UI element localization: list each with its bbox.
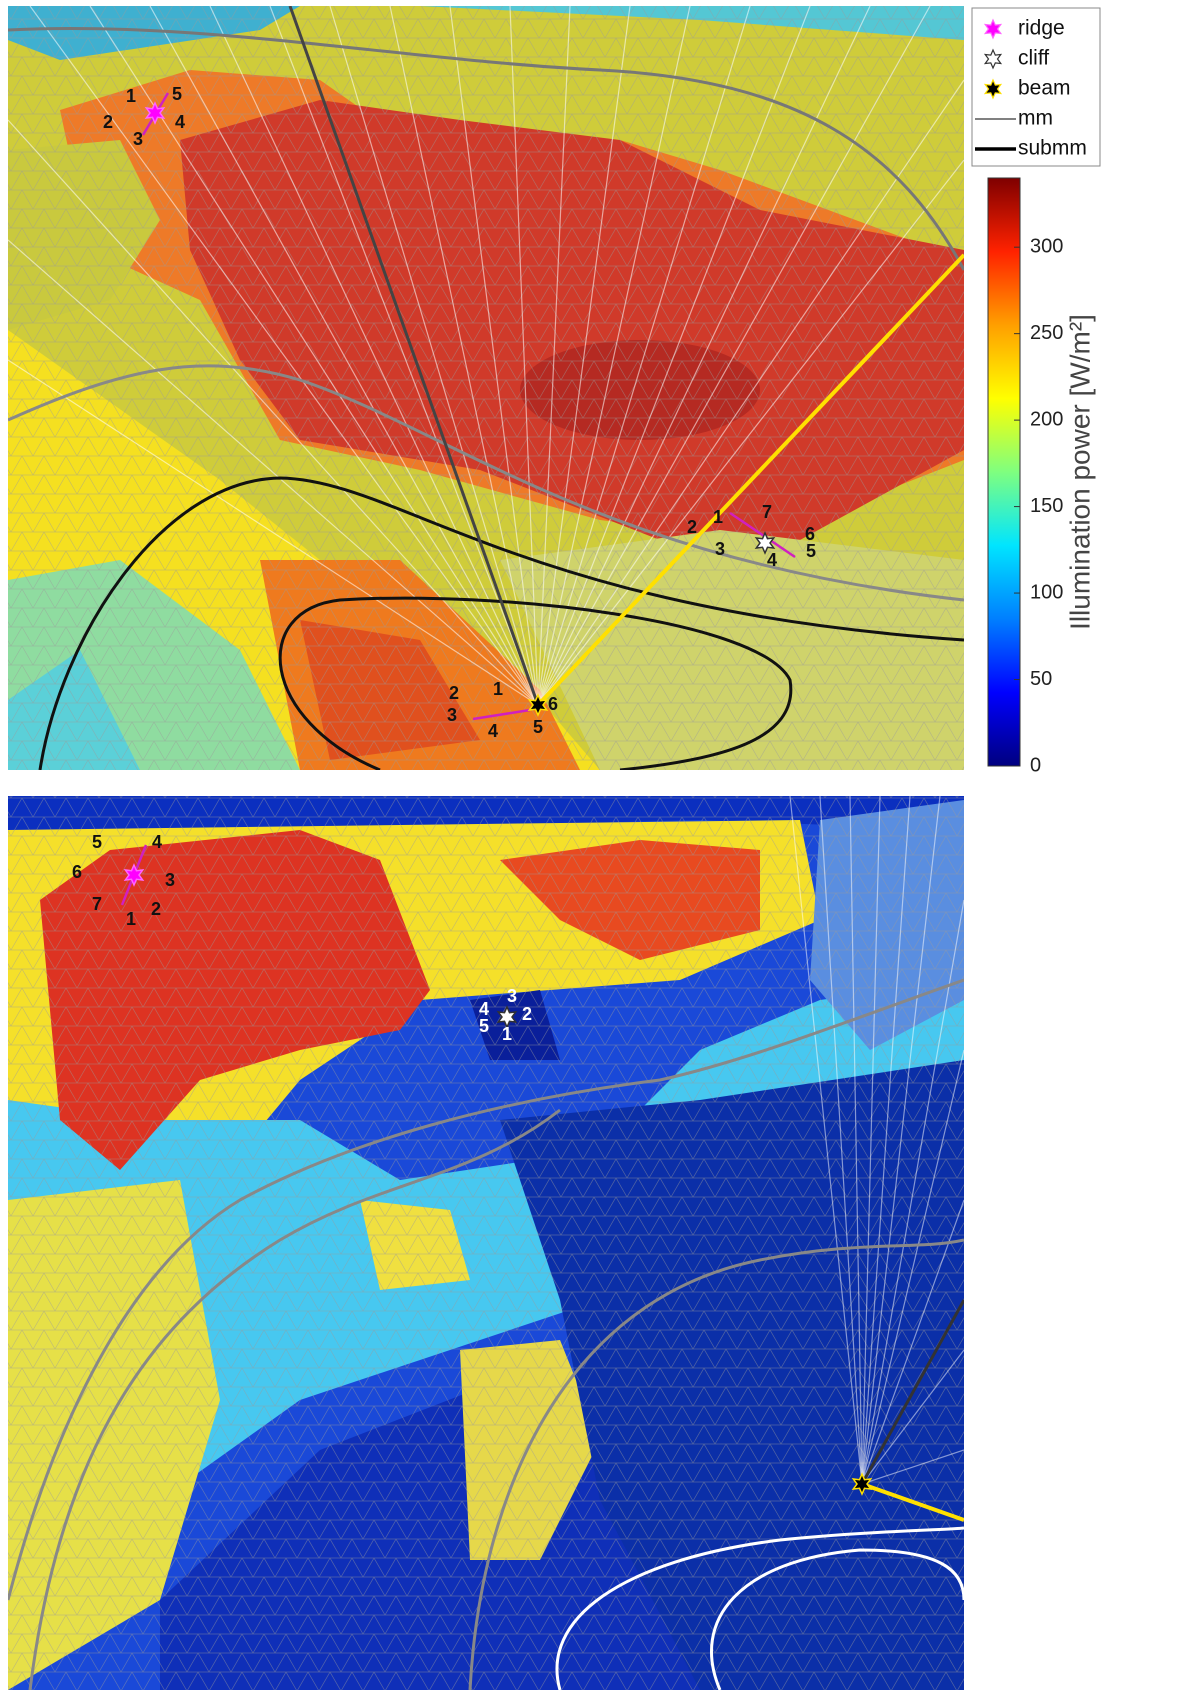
- colorbar-tick-label: 100: [1030, 581, 1063, 603]
- colorbar-tick-label: 50: [1030, 668, 1052, 690]
- beam-label: 5: [533, 717, 543, 737]
- cliff-marker: [496, 1005, 518, 1029]
- cliff-marker: [754, 531, 776, 555]
- cliff-label: 4: [479, 999, 489, 1019]
- cliff-label: 4: [767, 550, 777, 570]
- beam-label: 2: [449, 683, 459, 703]
- beam-marker: [851, 1472, 873, 1496]
- cliff-label: 2: [687, 517, 697, 537]
- beam-marker: [527, 693, 549, 717]
- cliff-label: 5: [806, 541, 816, 561]
- legend: ridge cliff beam mm submm: [975, 17, 1087, 160]
- legend-marker: [983, 78, 1003, 100]
- ridge-label: 5: [172, 84, 182, 104]
- cliff-label: 2: [522, 1004, 532, 1024]
- ridge-label: 3: [165, 870, 175, 890]
- cliff-label: 7: [762, 502, 772, 522]
- ridge-label: 2: [151, 899, 161, 919]
- legend-label: cliff: [1018, 47, 1049, 70]
- colorbar-tick-label: 300: [1030, 235, 1063, 257]
- colorbar-tick-label: 250: [1030, 322, 1063, 344]
- cliff-label: 1: [502, 1024, 512, 1044]
- ridge-label: 1: [126, 86, 136, 106]
- legend-label: mm: [1018, 107, 1053, 130]
- ridge-label: 5: [92, 832, 102, 852]
- ridge-marker: [144, 101, 166, 125]
- legend-label: submm: [1018, 137, 1087, 160]
- ridge-label: 3: [133, 129, 143, 149]
- beam-label: 1: [493, 679, 503, 699]
- legend-marker: [983, 18, 1003, 40]
- cliff-label: 1: [713, 507, 723, 527]
- cliff-label: 6: [805, 524, 815, 544]
- panel-bottom: [8, 796, 964, 1690]
- ridge-marker: [123, 863, 145, 887]
- beam-label: 3: [447, 705, 457, 725]
- legend-label: ridge: [1018, 17, 1065, 40]
- colorbar-scale: [987, 177, 1021, 767]
- colorbar-tick-label: 150: [1030, 495, 1063, 517]
- cliff-label: 3: [507, 986, 517, 1006]
- ridge-label: 2: [103, 112, 113, 132]
- ridge-label: 4: [175, 112, 185, 132]
- ridge-label: 4: [152, 832, 162, 852]
- panel-top: [8, 6, 964, 770]
- cliff-label: 3: [715, 539, 725, 559]
- ridge-label: 6: [72, 862, 82, 882]
- colorbar-label: Illumination power [W/m²]: [1064, 314, 1095, 630]
- ridge-label: 7: [92, 894, 102, 914]
- cliff-label: 5: [479, 1016, 489, 1036]
- colorbar: 0 50 100 150 200 250 300 Illumination power [W/…: [987, 177, 1095, 776]
- colorbar-tick-label: 0: [1030, 754, 1041, 776]
- legend-marker: [983, 48, 1003, 70]
- ridge-label: 1: [126, 909, 136, 929]
- beam-label: 4: [488, 721, 498, 741]
- legend-label: beam: [1018, 77, 1071, 100]
- beam-label: 6: [548, 694, 558, 714]
- colorbar-tick-label: 200: [1030, 408, 1063, 430]
